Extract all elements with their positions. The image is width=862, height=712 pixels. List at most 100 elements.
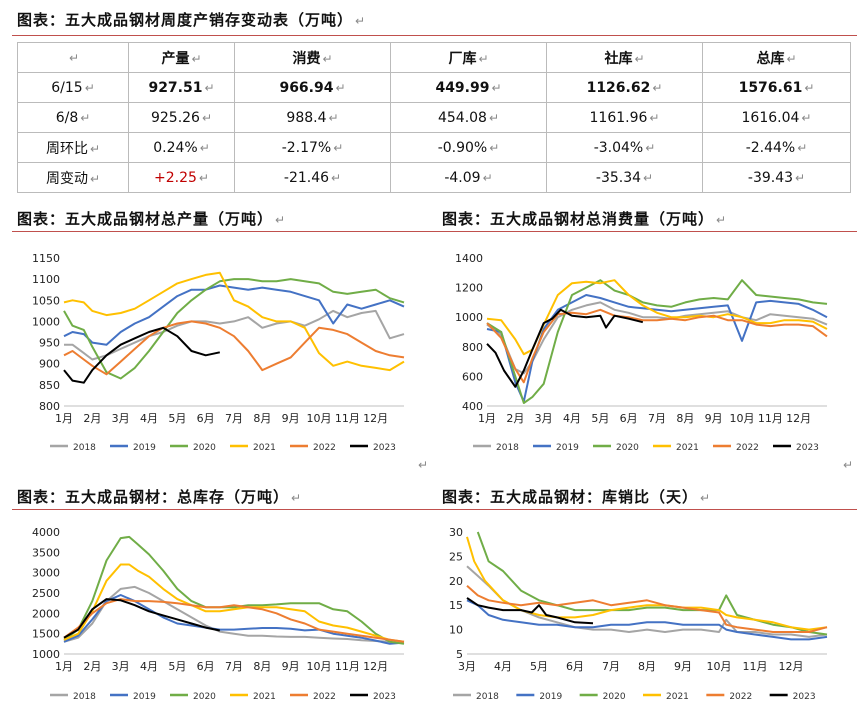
y-tick-label: 1050 xyxy=(32,294,60,307)
x-tick-label: 2月 xyxy=(83,660,101,673)
series-line-2018 xyxy=(466,565,828,638)
header-cell: 厂库 ↵ xyxy=(390,42,547,73)
legend-label: 2018 xyxy=(73,692,96,702)
legend-label: 2022 xyxy=(729,692,752,702)
header-cell: ↵ xyxy=(17,42,129,73)
x-tick-label: 6月 xyxy=(566,660,584,673)
y-tick-label: 4000 xyxy=(32,526,60,539)
table-cell: 449.99 ↵ xyxy=(390,72,547,103)
legend-label: 2019 xyxy=(133,443,156,453)
summary-table-title: 图表：五大成品钢材周度产销存变动表（万吨） ↵ xyxy=(17,9,366,30)
y-tick-label: 3000 xyxy=(32,567,60,580)
x-tick-label: 1月 xyxy=(55,660,73,673)
y-tick-label: 2000 xyxy=(32,607,60,620)
y-tick-label: 1150 xyxy=(32,252,60,265)
x-tick-label: 12月 xyxy=(363,660,388,673)
section-rule xyxy=(12,231,857,232)
x-tick-label: 10月 xyxy=(730,412,755,425)
table-cell: -39.43 ↵ xyxy=(702,162,851,193)
series-line-2022 xyxy=(63,598,405,643)
x-tick-label: 3月 xyxy=(112,412,130,425)
x-tick-label: 7月 xyxy=(648,412,666,425)
x-tick-label: 5月 xyxy=(168,412,186,425)
x-tick-label: 11月 xyxy=(335,412,360,425)
x-tick-label: 6月 xyxy=(197,412,215,425)
x-tick-label: 11月 xyxy=(758,412,783,425)
table-row: 6/8 ↵ 925.26 ↵ 988.4 ↵ 454.08 ↵ 1161.96 ↵ 161… xyxy=(17,102,851,133)
series-line-2023 xyxy=(486,308,644,388)
title-underline xyxy=(12,35,857,36)
legend-label: 2023 xyxy=(793,692,816,702)
x-tick-label: 6月 xyxy=(620,412,638,425)
x-tick-label: 9月 xyxy=(705,412,723,425)
x-tick-label: 8月 xyxy=(253,412,271,425)
row-label: 周变动 ↵ xyxy=(17,162,129,193)
x-tick-label: 8月 xyxy=(253,660,271,673)
y-tick-label: 10 xyxy=(449,624,463,637)
legend-label: 2022 xyxy=(313,443,336,453)
y-tick-label: 1000 xyxy=(32,648,60,661)
x-tick-label: 4月 xyxy=(494,660,512,673)
row-label: 周环比 ↵ xyxy=(17,132,129,163)
y-tick-label: 2500 xyxy=(32,587,60,600)
series-line-2021 xyxy=(63,271,405,372)
table-cell: 988.4 ↵ xyxy=(234,102,391,133)
series-line-2022 xyxy=(486,308,828,384)
return-mark: ↵ xyxy=(843,458,854,472)
legend-label: 2021 xyxy=(676,443,699,453)
legend-label: 2019 xyxy=(539,692,562,702)
x-tick-label: 8月 xyxy=(638,660,656,673)
series-line-2019 xyxy=(63,594,405,645)
y-tick-label: 25 xyxy=(449,550,463,563)
series-line-2022 xyxy=(466,584,828,633)
row-label: 6/8 ↵ xyxy=(17,102,129,133)
y-tick-label: 3500 xyxy=(32,546,60,559)
x-tick-label: 11月 xyxy=(335,660,360,673)
table-cell: -0.90% ↵ xyxy=(390,132,547,163)
x-tick-label: 9月 xyxy=(674,660,692,673)
x-tick-label: 8月 xyxy=(676,412,694,425)
x-tick-label: 7月 xyxy=(602,660,620,673)
y-tick-label: 800 xyxy=(39,400,60,413)
table-cell: 927.51 ↵ xyxy=(128,72,235,103)
table-cell: 925.26 ↵ xyxy=(128,102,235,133)
x-tick-label: 3月 xyxy=(535,412,553,425)
header-cell: 消费 ↵ xyxy=(234,42,391,73)
y-tick-label: 30 xyxy=(449,526,463,539)
x-tick-label: 1月 xyxy=(55,412,73,425)
legend-label: 2021 xyxy=(253,692,276,702)
legend-label: 2022 xyxy=(313,692,336,702)
x-tick-label: 4月 xyxy=(140,660,158,673)
x-tick-label: 12月 xyxy=(779,660,804,673)
return-mark: ↵ xyxy=(418,458,429,472)
legend-label: 2023 xyxy=(373,692,396,702)
consumption-chart-title: 图表：五大成品钢材总消费量（万吨） ↵ xyxy=(442,210,728,228)
section-rule xyxy=(12,509,857,510)
y-tick-label: 1000 xyxy=(32,315,60,328)
y-tick-label: 600 xyxy=(462,370,483,383)
x-tick-label: 7月 xyxy=(225,660,243,673)
series-line-2020 xyxy=(486,279,828,404)
summary-table: ↵ 产量 ↵ 消费 ↵ 厂库 ↵ 社库 ↵ 总库 ↵ 6/15 ↵ 927.51 ↵ 966.… xyxy=(17,42,851,193)
x-tick-label: 1月 xyxy=(478,412,496,425)
x-tick-label: 12月 xyxy=(786,412,811,425)
y-tick-label: 950 xyxy=(39,337,60,350)
inventory-chart: 1000 1500 2000 2500 3000 3500 4000 1月 2月 3月 4月 5月 6月… xyxy=(32,526,405,702)
y-tick-label: 1500 xyxy=(32,628,60,641)
legend-label: 2018 xyxy=(476,692,499,702)
table-row: 周环比 ↵ 0.24% ↵ -2.17% ↵ -0.90% ↵ -3.04% ↵ -2.4… xyxy=(17,132,851,163)
table-cell: 1616.04 ↵ xyxy=(702,102,851,133)
x-tick-label: 5月 xyxy=(530,660,548,673)
series-line-2023 xyxy=(63,326,221,384)
legend-label: 2018 xyxy=(496,443,519,453)
x-tick-label: 10月 xyxy=(707,660,732,673)
x-tick-label: 4月 xyxy=(563,412,581,425)
y-tick-label: 850 xyxy=(39,379,60,392)
legend-label: 2023 xyxy=(796,443,819,453)
x-tick-label: 7月 xyxy=(225,412,243,425)
legend-label: 2023 xyxy=(373,443,396,453)
legend-label: 2021 xyxy=(666,692,689,702)
series-line-2019 xyxy=(486,294,828,403)
ratio-chart-title: 图表：五大成品钢材：库销比（天） ↵ xyxy=(442,488,712,506)
x-tick-label: 5月 xyxy=(591,412,609,425)
